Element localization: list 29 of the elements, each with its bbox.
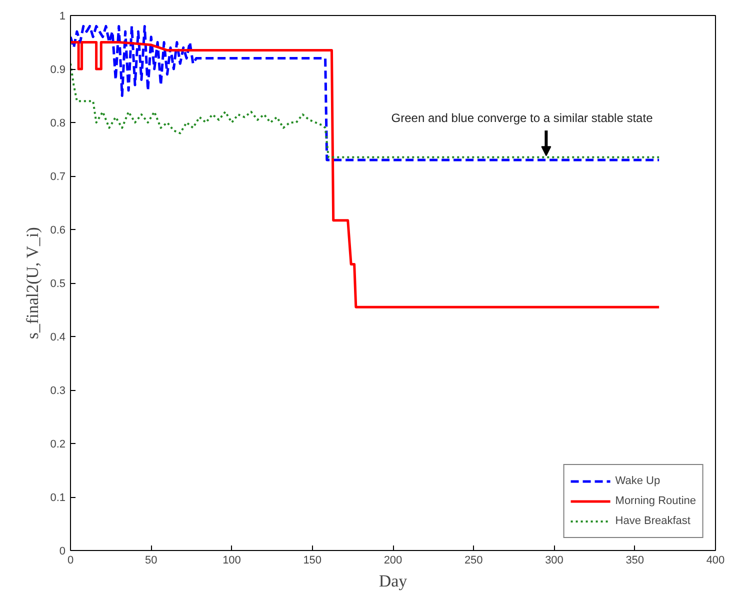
y-tick-label: 0.9: [50, 64, 66, 76]
x-tick-label: 200: [384, 554, 402, 566]
line-series: [70, 62, 660, 158]
x-tick-label: 250: [464, 554, 483, 566]
y-tick-label: 0.3: [50, 385, 66, 397]
y-tick-label: 0.4: [50, 332, 66, 344]
x-tick-label: 0: [67, 554, 74, 566]
y-axis-title: s_final2(U, V_i): [23, 227, 42, 340]
y-tick-label: 0.8: [50, 118, 66, 130]
y-tick-label: 0: [59, 546, 66, 558]
x-tick-label: 50: [145, 554, 158, 566]
line-series: [70, 24, 660, 162]
y-tick-label: 0.1: [50, 492, 66, 504]
legend-label: Have Breakfast: [615, 515, 690, 527]
x-axis-title: Day: [378, 572, 408, 590]
y-tick-label: 0.2: [50, 438, 66, 450]
legend-label: Morning Routine: [615, 495, 696, 507]
line-series: [70, 41, 660, 308]
x-tick-label: 400: [706, 554, 725, 566]
x-tick-label: 150: [303, 554, 322, 566]
y-tick-label: 0.6: [50, 224, 66, 236]
x-tick-label: 300: [545, 554, 564, 566]
x-tick-label: 100: [222, 554, 241, 566]
y-tick-label: 0.7: [50, 171, 66, 183]
annotation: Green and blue converge to a similar stable state: [391, 111, 654, 126]
y-tick-label: 1: [59, 10, 66, 22]
y-tick-label: 0.5: [50, 278, 66, 290]
x-tick-label: 350: [626, 554, 644, 566]
legend-label: Wake Up: [615, 475, 660, 487]
